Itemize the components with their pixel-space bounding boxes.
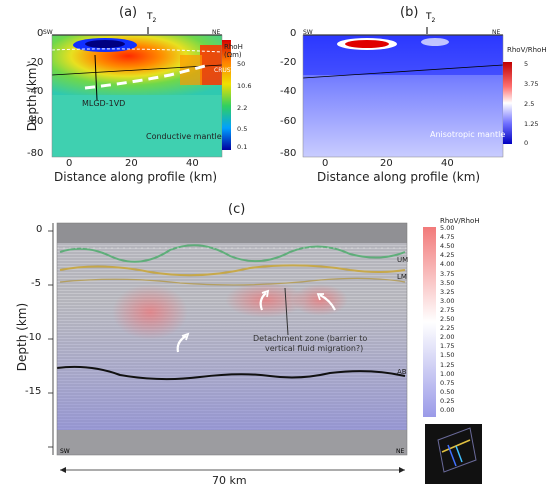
panel-a-mantle-label: Conductive mantle (146, 132, 222, 141)
panel-b-x-tick: 20 (380, 158, 393, 169)
panel-a-y-tick: 0 (37, 28, 44, 39)
panel-c-lm-label: LM (397, 273, 407, 281)
panel-b-sw-label: SW (303, 29, 313, 36)
panel-c-sw-label: SW (60, 448, 70, 455)
panel-a-colorbar-title: RhoH (Ωm) (224, 43, 243, 59)
panel-b-plot (302, 27, 512, 158)
panel-a-t2-marker: T2 (147, 12, 157, 24)
panel-c-colorbar-tick: 1.50 (440, 351, 455, 360)
panel-c-colorbar-tick: 3.75 (440, 269, 455, 278)
panel-c-y-tick: -5 (31, 278, 41, 289)
panel-a-sw-label: SW (43, 29, 53, 36)
panel-b-colorbar-tick: 1.25 (524, 120, 539, 128)
panel-a-x-tick: 40 (186, 158, 199, 169)
panel-c-colorbar-tick: 3.00 (440, 296, 455, 305)
panel-a-label: (a) (119, 5, 138, 20)
panel-a-colorbar-tick: 2.2 (237, 104, 248, 112)
panel-c-colorbar-tick: 1.75 (440, 342, 455, 351)
panel-b-mantle-label: Anisotropic mantle (430, 130, 506, 139)
panel-c-colorbar-tick: 2.25 (440, 324, 455, 333)
panel-c-colorbar-tick: 3.25 (440, 287, 455, 296)
panel-b-colorbar-tick: 0 (524, 139, 529, 147)
panel-a-colorbar-tick: 50 (237, 60, 246, 68)
panel-c-label: (c) (228, 202, 246, 217)
panel-c-ab-label: AB (397, 368, 407, 376)
panel-b-y-tick: -20 (280, 57, 297, 68)
panel-a-colorbar-tick: 0.5 (237, 125, 248, 133)
panel-b-colorbar-tick: 5 (524, 60, 529, 68)
panel-c-ne-label: NE (396, 448, 405, 455)
panel-b-x-tick: 40 (441, 158, 454, 169)
panel-c-colorbar-tick: 0.50 (440, 387, 455, 396)
panel-b-x-axis-label: Distance along profile (km) (317, 170, 481, 184)
panel-a-y-tick: -40 (27, 86, 44, 97)
panel-c-colorbar-title: RhoV/RhoH (440, 217, 480, 225)
panel-a-y-tick: -80 (27, 148, 44, 159)
panel-c-y-tick: 0 (36, 224, 43, 235)
panel-c-colorbar-tick: 1.25 (440, 360, 455, 369)
panel-b-y-tick: -40 (280, 86, 297, 97)
panel-b-ne-label: NE (492, 29, 501, 36)
panel-b-y-tick: -60 (280, 116, 297, 127)
panel-a-x-axis-label: Distance along profile (km) (54, 170, 218, 184)
panel-b-label: (b) (400, 5, 419, 20)
panel-c-colorbar-tick: 4.75 (440, 233, 455, 242)
panel-a-x-tick: 20 (125, 158, 138, 169)
panel-b-y-tick: 0 (290, 28, 297, 39)
panel-a-x-tick: 0 (66, 158, 73, 169)
panel-b-colorbar-title: RhoV/RhoH (507, 46, 547, 54)
panel-c-colorbar-tick: 0.75 (440, 378, 455, 387)
panel-c-colorbar-tick: 4.25 (440, 251, 455, 260)
panel-c-colorbar-tick: 2.50 (440, 315, 455, 323)
panel-a-colorbar-tick: 10.6 (237, 82, 252, 90)
panel-c-colorbar-tick: 5.00 (440, 224, 455, 232)
panel-a-ab-label: AB (232, 47, 241, 54)
panel-b-x-tick: 0 (322, 158, 329, 169)
panel-a-ne-label: NE (212, 29, 221, 36)
panel-c-colorbar-tick: 0.25 (440, 396, 455, 405)
panel-c-colorbar-tick: 0.00 (440, 406, 455, 414)
panel-b-colorbar-tick: 3.75 (524, 80, 539, 88)
panel-c-colorbar-tick: 4.50 (440, 242, 455, 251)
panel-a-crust-label: CRUST (214, 67, 235, 74)
panel-c-colorbar-tick: 2.00 (440, 333, 455, 342)
panel-a-y-tick: -20 (27, 57, 44, 68)
panel-a-colorbar-tick: 0.1 (237, 143, 248, 151)
panel-c-colorbar-tick: 4.00 (440, 260, 455, 269)
panel-c-y-tick: -10 (25, 332, 42, 343)
panel-b-colorbar-tick: 2.5 (524, 100, 535, 108)
panel-c-scale-label: 70 km (212, 474, 247, 487)
panel-a-y-tick: -60 (27, 116, 44, 127)
panel-a-plot (51, 27, 231, 158)
panel-c-colorbar-tick: 3.50 (440, 278, 455, 287)
panel-c-detachment-zone-label: Detachment zone (barrier to vertical flu… (253, 334, 368, 353)
panel-c-um-label: UM (397, 256, 409, 264)
panel-c-colorbar-tick: 2.75 (440, 305, 455, 314)
panel-a-mlgd-label: MLGD-1VD (82, 99, 126, 108)
panel-b-t2-marker: T2 (426, 12, 436, 24)
panel-c-colorbar-tick: 1.00 (440, 369, 455, 378)
panel-b-y-tick: -80 (280, 148, 297, 159)
panel-c-y-tick: -15 (25, 386, 42, 397)
